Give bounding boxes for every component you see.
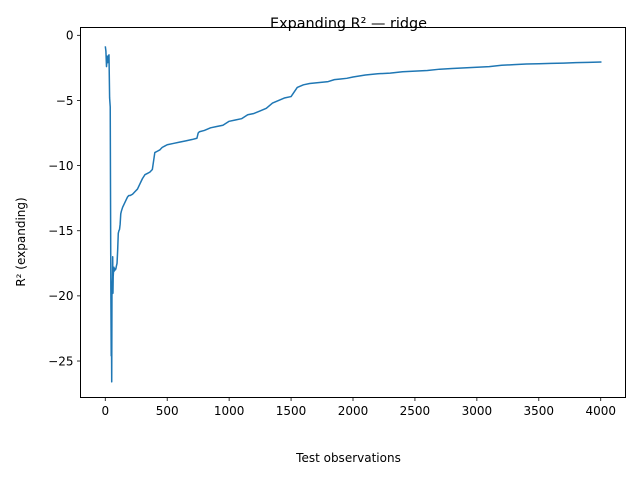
x-tick-label: 1000 — [214, 404, 245, 418]
x-axis-title: Test observations — [295, 451, 401, 465]
y-axis: 0 −5 −10 −15 −20 −25 — [48, 29, 81, 368]
y-tick-label: −20 — [48, 289, 73, 303]
x-tick-label: 3500 — [524, 404, 555, 418]
x-tick-label: 1500 — [276, 404, 307, 418]
y-tick-label: 0 — [66, 29, 74, 43]
x-tick-label: 2500 — [400, 404, 431, 418]
x-tick-label: 0 — [101, 404, 109, 418]
y-tick-label: −5 — [56, 94, 74, 108]
y-tick-label: −25 — [48, 354, 73, 368]
data-line — [104, 46, 602, 383]
y-tick-label: −10 — [48, 159, 73, 173]
x-tick-label: 4000 — [585, 404, 616, 418]
y-axis-title: R² (expanding) — [14, 197, 28, 286]
x-tick-label: 3000 — [462, 404, 493, 418]
y-tick-label: −15 — [48, 224, 73, 238]
chart-title: Expanding R² — ridge — [270, 16, 427, 32]
x-tick-label: 2000 — [338, 404, 369, 418]
x-axis: 0 500 1000 1500 2000 2500 3000 3500 4000 — [101, 397, 616, 418]
x-tick-label: 500 — [156, 404, 179, 418]
